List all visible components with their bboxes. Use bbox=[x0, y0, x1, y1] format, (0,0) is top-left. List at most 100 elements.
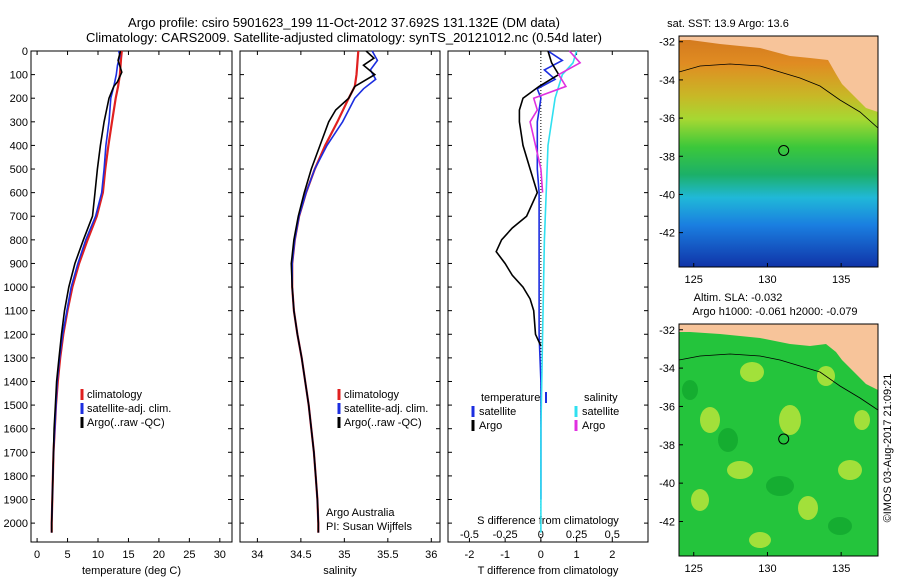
x-tick-label: 36 bbox=[425, 549, 437, 561]
x-axis-label: T difference from climatology bbox=[478, 565, 619, 577]
difference-profile-panel: -2 -1 0 1 2 T difference from climatology -0.5… bbox=[447, 50, 649, 577]
map-y-tick-label: -38 bbox=[659, 151, 675, 163]
land-mass bbox=[679, 36, 878, 112]
x-tick-label: 20 bbox=[153, 549, 165, 561]
legend-label: climatology bbox=[344, 389, 400, 401]
map-y-tick-label: -34 bbox=[659, 363, 675, 375]
panel-annotation: PI: Susan Wijffels bbox=[326, 521, 412, 533]
x-tick-label: 34.5 bbox=[290, 549, 311, 561]
argo-location-marker bbox=[778, 433, 790, 445]
x-tick-label: 10 bbox=[92, 549, 104, 561]
x-tick-label: 34 bbox=[251, 549, 263, 561]
depth-tick-label: 1600 bbox=[4, 424, 28, 436]
x-axis-label: salinity bbox=[323, 565, 357, 577]
salinity-diff-tick-label: 0.25 bbox=[566, 529, 587, 541]
x-tick-label: 5 bbox=[64, 549, 70, 561]
depth-tick-label: 600 bbox=[10, 188, 28, 200]
map-x-tick-label: 125 bbox=[685, 274, 703, 286]
sla-map-title: Altim. SLA: -0.032 bbox=[694, 292, 783, 304]
map-y-tick-label: -34 bbox=[659, 75, 675, 87]
land-mass bbox=[679, 324, 878, 390]
x-tick-label: -2 bbox=[465, 549, 475, 561]
salinity-diff-tick-label: -0.25 bbox=[493, 529, 518, 541]
sla-map-subtitle: Argo h1000: -0.061 h2000: -0.079 bbox=[692, 306, 857, 318]
series-line-climatology bbox=[50, 50, 123, 533]
plot-frame bbox=[239, 50, 441, 543]
depth-tick-label: 1500 bbox=[4, 400, 28, 412]
map-y-tick-label: -42 bbox=[659, 516, 675, 528]
depth-tick-label: 2000 bbox=[4, 518, 28, 530]
map-y-tick-label: -36 bbox=[659, 113, 675, 125]
series-line-salinity-argo bbox=[529, 50, 582, 193]
sst-map-panel: sat. SST: 13.9 Argo: 13.6 125 130 135 -32 -3… bbox=[659, 18, 879, 286]
legend-title-temperature: temperature bbox=[481, 392, 540, 404]
x-tick-label: 35 bbox=[338, 549, 350, 561]
sla-anomaly-blobs bbox=[691, 362, 870, 548]
x-tick-label: 1 bbox=[574, 549, 580, 561]
map-y-tick-label: -36 bbox=[659, 401, 675, 413]
x-tick-label: 30 bbox=[214, 549, 226, 561]
series-line-satellite-adj-clim- bbox=[291, 50, 379, 533]
legend-label: Argo(..raw -QC) bbox=[344, 417, 422, 429]
isobath-line bbox=[679, 353, 878, 411]
x-tick-label: 0 bbox=[34, 549, 40, 561]
figure-title-line2: Climatology: CARS2009. Satellite-adjuste… bbox=[86, 30, 602, 45]
series-line-satellite-adj-clim- bbox=[50, 50, 121, 533]
depth-tick-label: 300 bbox=[10, 117, 28, 129]
map-y-tick-label: -38 bbox=[659, 440, 675, 452]
salinity-diff-tick-label: 0.5 bbox=[605, 529, 620, 541]
depth-tick-label: 1300 bbox=[4, 353, 28, 365]
series-line-argo-raw-qc- bbox=[290, 50, 377, 533]
map-y-tick-label: -32 bbox=[659, 325, 675, 337]
x-axis-label: temperature (deg C) bbox=[82, 565, 181, 577]
map-y-tick-label: -42 bbox=[659, 228, 675, 240]
depth-tick-label: 1400 bbox=[4, 376, 28, 388]
depth-tick-label: 1900 bbox=[4, 495, 28, 507]
x-tick-label: 35.5 bbox=[377, 549, 398, 561]
depth-tick-label: 1800 bbox=[4, 471, 28, 483]
legend-label: satellite-adj. clim. bbox=[344, 403, 428, 415]
legend-label: Argo(..raw -QC) bbox=[87, 417, 165, 429]
salinity-diff-tick-label: 0 bbox=[538, 529, 544, 541]
legend-title-salinity: salinity bbox=[584, 392, 618, 404]
map-x-tick-label: 135 bbox=[832, 274, 850, 286]
map-x-tick-label: 130 bbox=[758, 274, 776, 286]
depth-tick-label: 200 bbox=[10, 93, 28, 105]
depth-tick-label: 700 bbox=[10, 211, 28, 223]
depth-tick-label: 1200 bbox=[4, 329, 28, 341]
depth-tick-label: 900 bbox=[10, 258, 28, 270]
isobath-line bbox=[679, 63, 878, 129]
map-y-tick-label: -40 bbox=[659, 478, 675, 490]
sla-low-patches bbox=[682, 380, 852, 535]
salinity-diff-tick-label: -0.5 bbox=[460, 529, 479, 541]
temperature-profile-panel: 0100200300400500600700800900100011001200… bbox=[4, 46, 233, 577]
x-tick-label: 15 bbox=[122, 549, 134, 561]
series-line-temperature-argo bbox=[495, 50, 560, 347]
figure-title-line1: Argo profile: csiro 5901623_199 11-Oct-2… bbox=[128, 15, 560, 30]
legend-label: satellite-adj. clim. bbox=[87, 403, 171, 415]
depth-tick-label: 100 bbox=[10, 70, 28, 82]
depth-tick-label: 400 bbox=[10, 140, 28, 152]
legend-label: Argo bbox=[582, 420, 605, 432]
map-x-tick-label: 130 bbox=[758, 563, 776, 575]
legend-label: climatology bbox=[87, 389, 143, 401]
argo-location-marker bbox=[778, 145, 790, 156]
sla-map-panel: Altim. SLA: -0.032 Argo h1000: -0.061 h2… bbox=[659, 292, 879, 575]
legend-label: satellite bbox=[582, 406, 619, 418]
legend-label: satellite bbox=[479, 406, 516, 418]
series-line-argo-raw-qc- bbox=[50, 50, 123, 533]
salinity-profile-panel: 34 34.5 35 35.5 36 salinity climatology satelli… bbox=[239, 50, 441, 577]
depth-tick-label: 1700 bbox=[4, 447, 28, 459]
series-line-salinity-satellite bbox=[540, 50, 578, 533]
depth-tick-label: 0 bbox=[22, 46, 28, 58]
depth-tick-label: 500 bbox=[10, 164, 28, 176]
depth-tick-label: 1000 bbox=[4, 282, 28, 294]
x-tick-label: 0 bbox=[538, 549, 544, 561]
series-line-climatology bbox=[291, 50, 360, 533]
map-x-tick-label: 125 bbox=[685, 563, 703, 575]
x-tick-label: -1 bbox=[500, 549, 510, 561]
legend-label: Argo bbox=[479, 420, 502, 432]
panel-annotation: Argo Australia bbox=[326, 507, 395, 519]
imos-credit: ©IMOS 03-Aug-2017 21:09:21 bbox=[882, 374, 894, 523]
